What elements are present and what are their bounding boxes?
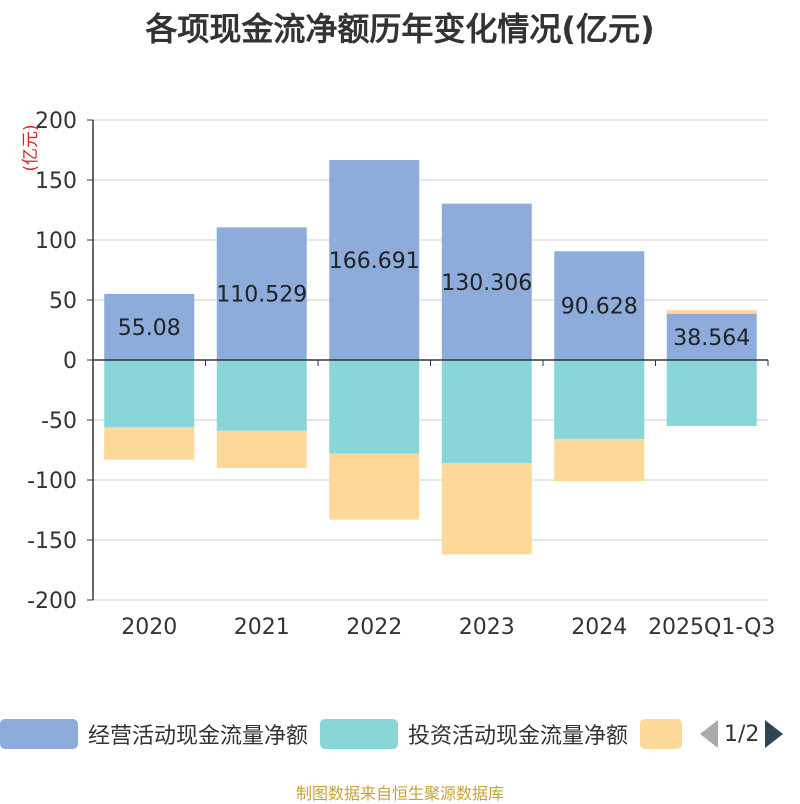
legend-swatch-operating — [0, 719, 78, 749]
legend-pager: 1/2 — [700, 716, 784, 752]
y-tick-label: -200 — [27, 589, 77, 614]
x-tick-label: 2022 — [346, 615, 402, 640]
legend-page-indicator: 1/2 — [724, 721, 760, 747]
bar-series-1-2020 — [104, 360, 195, 428]
data-label: 90.628 — [561, 295, 638, 320]
bar-series-1-2023 — [441, 360, 532, 464]
legend: 经营活动现金流量净额 投资活动现金流量净额 — [0, 716, 800, 756]
data-label: 55.08 — [118, 316, 181, 341]
x-tick-label: 2023 — [459, 615, 515, 640]
legend-label-investing: 投资活动现金流量净额 — [408, 724, 629, 749]
bar-series-2-2021 — [216, 430, 307, 468]
data-label: 130.306 — [441, 271, 532, 296]
bar-series-2-2024 — [554, 439, 645, 482]
x-tick-label: 2020 — [121, 615, 177, 640]
bar-series-0-2020 — [104, 293, 195, 360]
y-tick-label: 50 — [49, 289, 77, 314]
y-tick-label: 0 — [63, 349, 77, 374]
legend-prev-icon[interactable] — [700, 720, 718, 748]
y-tick-label: -50 — [41, 409, 77, 434]
legend-swatch-financing — [640, 719, 682, 749]
chart-title: 各项现金流净额历年变化情况(亿元) — [145, 10, 655, 48]
data-label: 110.529 — [216, 283, 307, 308]
y-axis-label: (亿元) — [21, 124, 41, 171]
data-label: 166.691 — [329, 249, 420, 274]
bar-series-1-2025Q1-Q3 — [666, 360, 757, 426]
legend-item-operating[interactable]: 经营活动现金流量净额 — [0, 716, 308, 752]
y-tick-label: 200 — [35, 109, 77, 134]
bar-series-0-2023 — [441, 203, 532, 360]
y-tick-label: -150 — [27, 529, 77, 554]
bar-series-2-2025Q1-Q3 — [666, 310, 757, 314]
legend-swatch-investing — [320, 719, 398, 749]
bar-series-0-2025Q1-Q3 — [666, 313, 757, 360]
bar-series-2-2023 — [441, 463, 532, 555]
bar-series-2-2020 — [104, 427, 195, 460]
bar-series-0-2022 — [329, 159, 420, 360]
y-tick-label: 100 — [35, 229, 77, 254]
bar-series-2-2022 — [329, 453, 420, 520]
legend-item-financing[interactable] — [640, 716, 682, 752]
bar-series-1-2024 — [554, 360, 645, 440]
bar-series-0-2024 — [554, 251, 645, 360]
x-tick-label: 2021 — [234, 615, 290, 640]
bar-series-1-2021 — [216, 360, 307, 431]
legend-label-operating: 经营活动现金流量净额 — [88, 724, 309, 749]
bar-series-0-2021 — [216, 227, 307, 360]
bar-series-1-2022 — [329, 360, 420, 454]
data-label: 38.564 — [673, 326, 750, 351]
x-tick-label: 2024 — [571, 615, 627, 640]
y-tick-label: 150 — [35, 169, 77, 194]
bar-chart: 200 150 100 50 0 -50 -100 -150 -200 (亿元) 2020 2021 2… — [21, 109, 775, 640]
x-tick-label: 2025Q1-Q3 — [648, 615, 775, 640]
y-tick-label: -100 — [27, 469, 77, 494]
legend-next-icon[interactable] — [765, 720, 784, 748]
legend-item-investing[interactable]: 投资活动现金流量净额 — [320, 716, 628, 752]
source-footer: 制图数据来自恒生聚源数据库 — [295, 784, 504, 803]
